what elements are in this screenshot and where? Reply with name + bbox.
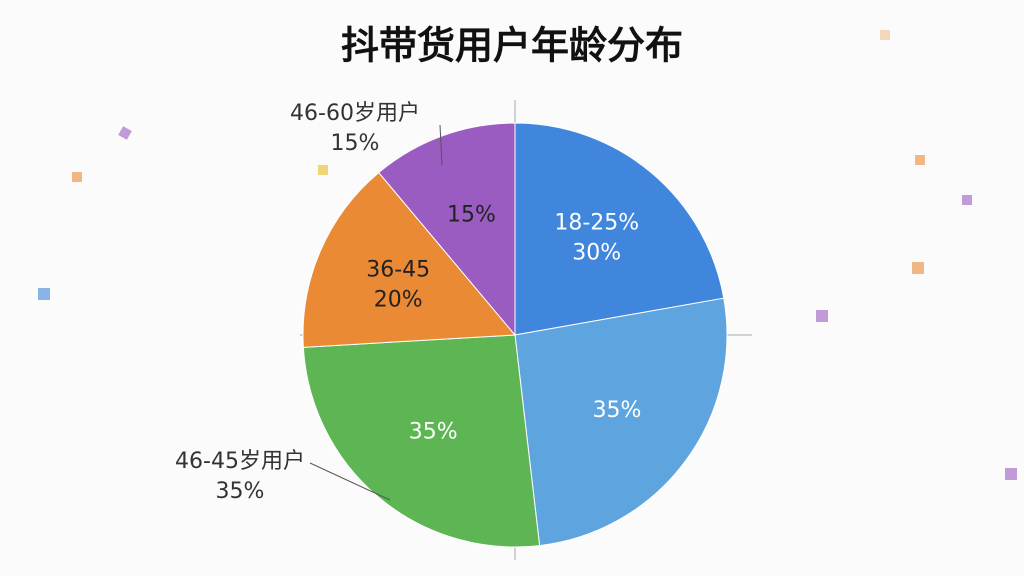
annotation: 35% bbox=[216, 479, 265, 504]
slice-category-label: 36-45 bbox=[366, 258, 430, 283]
slice-value-label: 30% bbox=[572, 241, 621, 266]
leader-line bbox=[309, 462, 391, 501]
slice-value-label: 20% bbox=[374, 288, 423, 313]
chart-title: 抖带货用户年龄分布 bbox=[341, 24, 683, 68]
annotation: 46-60岁用户 bbox=[290, 101, 420, 126]
slice-value-label: 35% bbox=[593, 398, 642, 423]
pie-slice bbox=[302, 334, 541, 548]
annotation: 15% bbox=[331, 131, 380, 156]
pie-slice bbox=[302, 171, 517, 348]
annotation: 46-45岁用户 bbox=[175, 449, 305, 474]
pie-slice bbox=[514, 122, 725, 336]
confetti bbox=[38, 30, 1017, 480]
pie-slice bbox=[514, 297, 728, 547]
pie-slice bbox=[378, 122, 516, 337]
slice-category-label: 18-25% bbox=[554, 211, 639, 236]
slice-value-label: 35% bbox=[409, 419, 458, 444]
leader-line bbox=[439, 124, 443, 166]
slice-value-label: 15% bbox=[447, 202, 496, 227]
